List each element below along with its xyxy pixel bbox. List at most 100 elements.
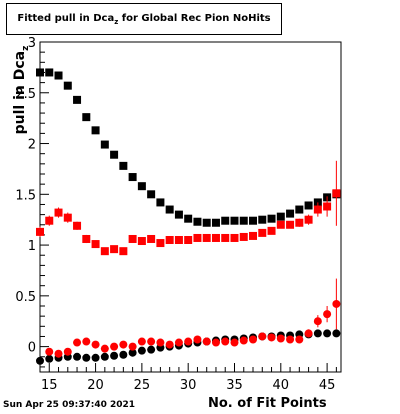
y-axis-label: pull in Dcaz xyxy=(12,45,32,135)
data-point-circle xyxy=(221,337,230,346)
data-point-square xyxy=(221,233,230,242)
data-point-square xyxy=(156,198,165,207)
x-tick-label: 40 xyxy=(273,378,290,393)
data-point-circle xyxy=(137,337,146,346)
data-point-circle xyxy=(156,338,165,347)
data-point-square xyxy=(286,209,295,218)
data-point-square xyxy=(165,205,174,214)
data-point-square xyxy=(45,68,54,77)
chart-title-box: Fitted pull in Dcaz for Global Rec Pion … xyxy=(6,3,282,35)
data-point-circle xyxy=(91,353,100,362)
y-axis-label-main: pull in Dca xyxy=(12,50,28,135)
data-point-circle xyxy=(128,342,137,351)
y-tick-label: 0.5 xyxy=(15,290,36,305)
data-point-square xyxy=(304,201,313,210)
data-point-circle xyxy=(249,335,258,344)
data-point-square xyxy=(193,217,202,226)
data-point-circle xyxy=(147,337,156,346)
data-point-square xyxy=(332,189,341,198)
data-point-circle xyxy=(119,350,128,359)
data-point-circle xyxy=(211,338,220,347)
data-point-circle xyxy=(82,353,91,362)
data-point-circle xyxy=(313,329,322,338)
data-point-circle xyxy=(295,335,304,344)
data-point-square xyxy=(137,182,146,191)
y-axis-ticks: 0 0.5 1 1.5 2 2.5 3 xyxy=(15,36,49,368)
data-point-circle xyxy=(147,345,156,354)
data-point-square xyxy=(119,161,128,170)
data-point-circle xyxy=(100,344,109,353)
x-tick-label: 25 xyxy=(134,378,151,393)
data-point-square xyxy=(211,218,220,227)
chart-title-main: Fitted pull in Dca xyxy=(17,13,115,24)
data-point-square xyxy=(91,126,100,135)
data-point-square xyxy=(184,214,193,223)
data-point-square xyxy=(221,216,230,225)
data-point-circle xyxy=(239,336,248,345)
data-point-circle xyxy=(267,333,276,342)
data-point-square xyxy=(73,221,82,230)
data-point-square xyxy=(82,113,91,122)
data-point-square xyxy=(276,212,285,221)
data-point-circle xyxy=(304,329,313,338)
data-point-circle xyxy=(54,349,63,358)
data-point-square xyxy=(323,202,332,211)
data-point-circle xyxy=(73,352,82,361)
x-tick-label: 45 xyxy=(319,378,336,393)
data-point-circle xyxy=(174,338,183,347)
data-point-circle xyxy=(332,299,341,308)
data-point-circle xyxy=(36,356,44,365)
data-point-square xyxy=(137,237,146,246)
y-tick-label: 1 xyxy=(28,239,36,254)
data-point-square xyxy=(91,240,100,249)
data-point-square xyxy=(82,234,91,243)
data-point-circle xyxy=(119,340,128,349)
x-tick-label: 20 xyxy=(87,378,104,393)
data-point-circle xyxy=(137,346,146,355)
data-point-square xyxy=(100,140,109,149)
data-point-square xyxy=(156,239,165,248)
data-point-square xyxy=(174,236,183,244)
data-point-square xyxy=(304,215,313,224)
data-point-square xyxy=(100,247,109,256)
data-point-square xyxy=(128,234,137,243)
data-point-square xyxy=(54,71,63,80)
data-point-circle xyxy=(110,351,119,360)
y-tick-label: 3 xyxy=(28,36,36,51)
data-point-circle xyxy=(63,347,72,356)
data-point-square xyxy=(276,220,285,229)
data-point-square xyxy=(45,216,54,225)
data-point-circle xyxy=(332,329,341,338)
data-point-circle xyxy=(286,335,295,344)
data-point-square xyxy=(184,236,193,244)
x-tick-label: 15 xyxy=(41,378,58,393)
data-point-square xyxy=(54,208,63,217)
data-point-square xyxy=(36,68,44,77)
data-point-square xyxy=(128,173,137,182)
plot-frame xyxy=(39,41,342,373)
data-point-circle xyxy=(202,337,211,346)
chart-title-subscript: z xyxy=(114,18,119,26)
chart-title-tail: for Global Rec Pion NoHits xyxy=(118,13,271,24)
chart-title: Fitted pull in Dcaz for Global Rec Pion … xyxy=(7,13,281,26)
data-point-square xyxy=(110,150,119,159)
data-point-circle xyxy=(313,317,322,326)
data-point-square xyxy=(313,205,322,214)
data-point-square xyxy=(110,245,119,254)
data-point-circle xyxy=(323,310,332,319)
data-point-square xyxy=(239,232,248,241)
data-point-square xyxy=(73,95,82,104)
data-point-square xyxy=(249,231,258,240)
data-point-circle xyxy=(230,338,239,347)
data-point-square xyxy=(119,247,128,256)
y-tick-label: 1.5 xyxy=(15,188,36,203)
data-point-square xyxy=(286,220,295,229)
data-point-square xyxy=(147,234,156,243)
data-point-square xyxy=(36,227,44,236)
data-point-square xyxy=(211,233,220,242)
data-point-circle xyxy=(258,332,267,341)
data-point-circle xyxy=(45,354,54,363)
x-tick-label: 30 xyxy=(180,378,197,393)
data-point-circle xyxy=(73,338,82,347)
